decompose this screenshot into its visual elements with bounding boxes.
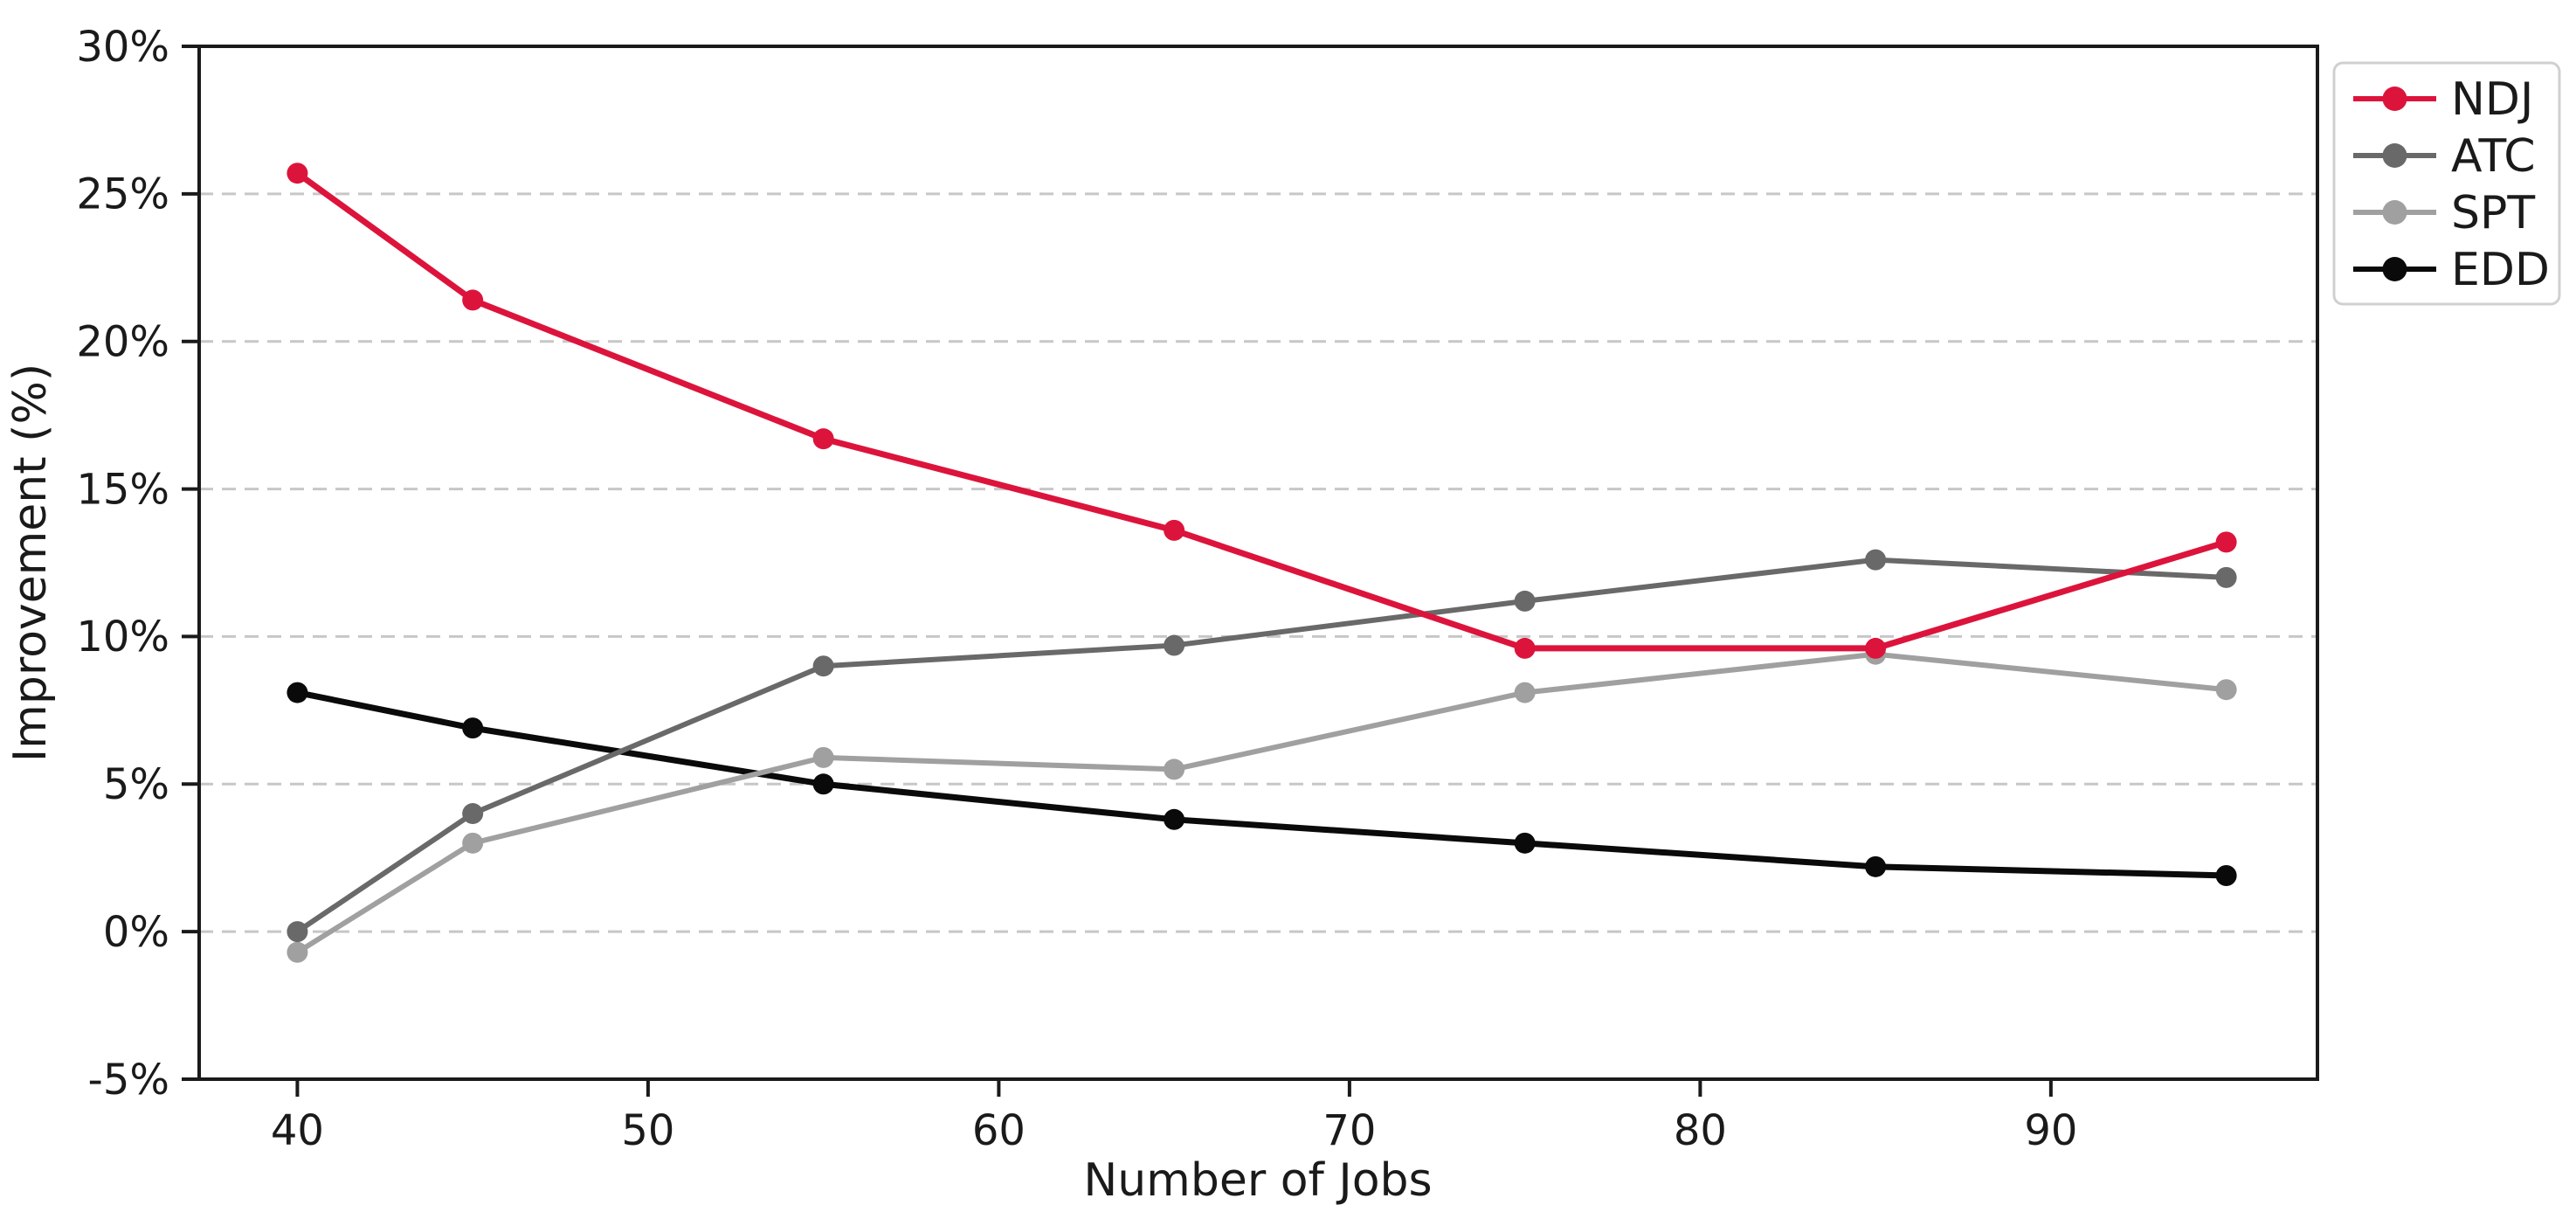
- EDD-data-point: [1865, 855, 1887, 877]
- NDJ-data-point: [812, 428, 834, 450]
- y-axis-label: Improvement (%): [4, 364, 57, 762]
- ATC-data-point: [287, 921, 308, 943]
- ATC-data-point: [1164, 634, 1185, 656]
- legend-item-NDJ: NDJ: [2353, 73, 2533, 126]
- y-tick-label: 10%: [76, 613, 169, 661]
- legend-item-ATC: ATC: [2353, 130, 2536, 183]
- legend-marker: [2382, 200, 2407, 225]
- SPT-data-point: [2215, 679, 2237, 701]
- plot-border: [197, 45, 2319, 1081]
- x-tick-label: 80: [1674, 1106, 1727, 1155]
- legend-item-EDD: EDD: [2353, 244, 2550, 296]
- legend-marker: [2382, 257, 2407, 281]
- EDD-data-point: [287, 682, 308, 703]
- legend-label: EDD: [2451, 244, 2550, 296]
- EDD-data-point: [1164, 808, 1185, 830]
- x-tick-label: 60: [972, 1106, 1026, 1155]
- axes-layer: 40 50 60 70 80 90 30% 25% 20% 15% 10% 5% 0% -5%: [76, 23, 2077, 1155]
- EDD-data-point: [462, 717, 484, 739]
- SPT-data-point: [1164, 758, 1185, 780]
- NDJ-data-point: [287, 163, 308, 184]
- legend-label: NDJ: [2451, 73, 2533, 126]
- SPT-data-point: [462, 832, 484, 854]
- y-tick-label: 25%: [76, 170, 169, 219]
- series-layer: [287, 163, 2237, 963]
- legend-box: [2332, 61, 2561, 306]
- NDJ-data-point: [1865, 637, 1887, 659]
- legend-marker: [2382, 87, 2407, 111]
- SPT-data-point: [287, 941, 308, 963]
- NDJ-data-point: [462, 289, 484, 311]
- legend-label: ATC: [2451, 130, 2536, 183]
- series-line-NDJ: [295, 170, 2227, 652]
- y-tick-label: 5%: [103, 760, 169, 809]
- EDD-data-point: [2215, 864, 2237, 886]
- x-axis-label: Number of Jobs: [1083, 1154, 1432, 1207]
- x-tick-label: 90: [2024, 1106, 2077, 1155]
- SPT-data-point: [812, 746, 834, 768]
- SPT-data-point: [1514, 682, 1536, 703]
- legend-label: SPT: [2451, 187, 2535, 239]
- y-tick-label: 0%: [103, 908, 169, 957]
- ATC-data-point: [2215, 566, 2237, 588]
- series-line-SPT: [295, 651, 2227, 955]
- NDJ-data-point: [2215, 531, 2237, 553]
- NDJ-data-point: [1164, 519, 1185, 541]
- y-tick-label: 20%: [76, 318, 169, 367]
- y-tick-label: -5%: [88, 1056, 169, 1105]
- x-tick-label: 40: [271, 1106, 324, 1155]
- legend-item-SPT: SPT: [2353, 187, 2535, 239]
- EDD-data-point: [1514, 832, 1536, 854]
- y-tick-label: 30%: [76, 23, 169, 72]
- EDD-data-point: [812, 773, 834, 795]
- ATC-data-point: [462, 803, 484, 825]
- ATC-data-point: [1514, 590, 1536, 612]
- x-tick-label: 50: [621, 1106, 674, 1155]
- ATC-data-point: [1865, 549, 1887, 571]
- ATC-data-point: [812, 655, 834, 677]
- NDJ-data-point: [1514, 637, 1536, 659]
- x-tick-label: 70: [1323, 1106, 1376, 1155]
- y-tick-label: 15%: [76, 465, 169, 514]
- legend-marker: [2382, 143, 2407, 168]
- gridlines: [199, 192, 2317, 933]
